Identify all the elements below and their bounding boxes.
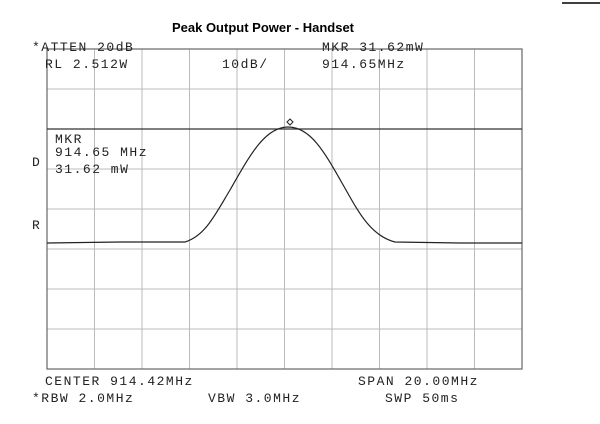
marker-frequency: 914.65MHz (322, 57, 406, 72)
center-frequency: CENTER 914.42MHz (45, 374, 194, 389)
trace (46, 126, 522, 244)
graticule-frame (46, 48, 523, 370)
marker-diamond (286, 118, 294, 126)
span: SPAN 20.00MHz (358, 374, 479, 389)
marker-box-power: 31.62 mW (55, 162, 129, 177)
marker-readout: MKR 31.62mW (322, 40, 424, 55)
title-box (150, 18, 480, 38)
rbw: *RBW 2.0MHz (32, 391, 134, 406)
sweep: SWP 50ms (385, 391, 459, 406)
scale: 10dB/ (222, 57, 269, 72)
ref-level: RL 2.512W (45, 57, 129, 72)
marker-box-label: MKR (55, 132, 83, 147)
title: Peak Output Power - Handset (172, 20, 355, 35)
vbw: VBW 3.0MHz (208, 391, 301, 406)
marker-box-frequency: 914.65 MHz (55, 145, 148, 160)
atten: *ATTEN 20dB (32, 40, 134, 55)
side-label: D (32, 155, 41, 170)
side-label: R (32, 218, 41, 233)
